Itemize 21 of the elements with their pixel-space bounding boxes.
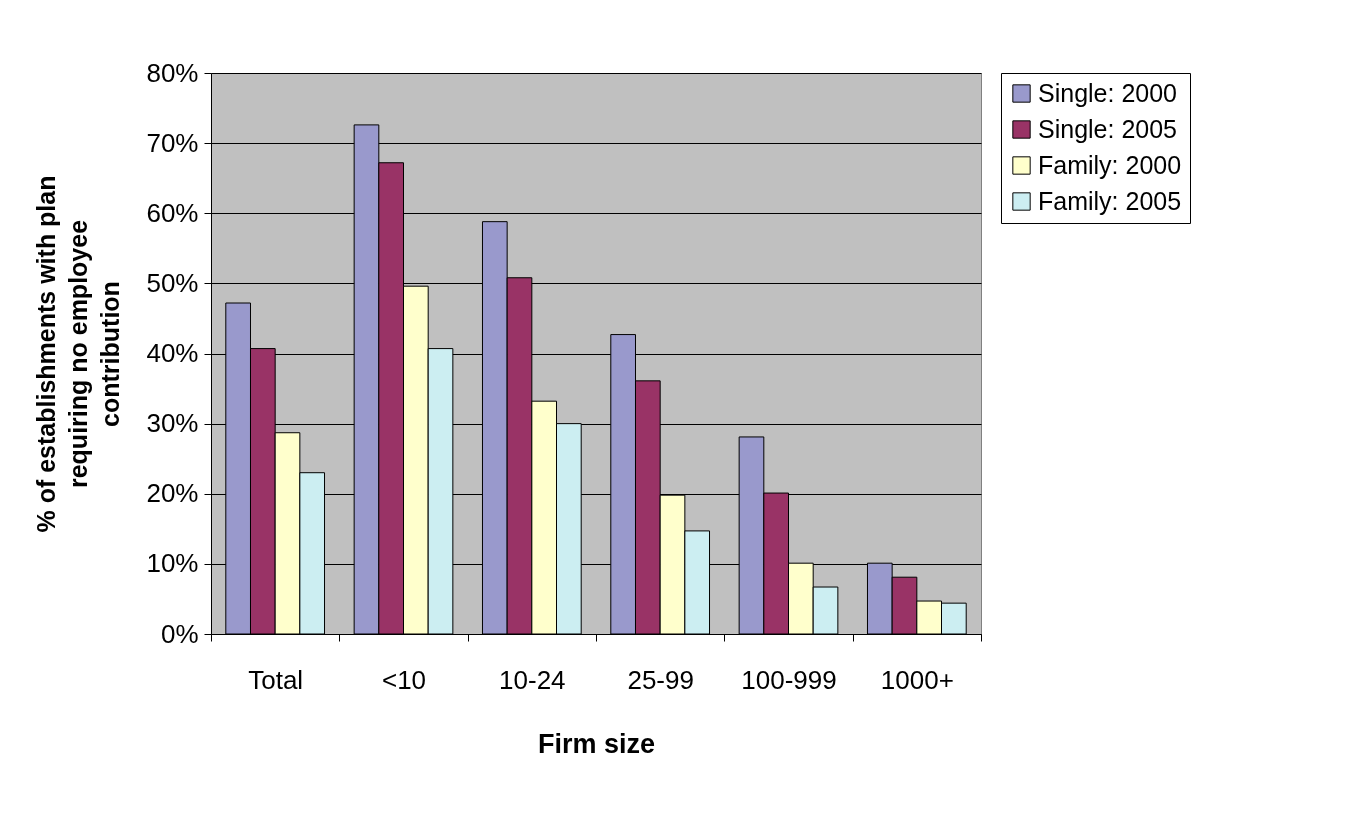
- legend-label: Family: 2005: [1038, 186, 1182, 215]
- x-tick-label: 100-999: [741, 664, 837, 695]
- y-axis-title: % of establishments with plan requiring no employee contribution: [32, 175, 125, 533]
- legend-label: Single: 2005: [1038, 114, 1178, 143]
- x-tick-label: Total: [248, 664, 304, 695]
- x-tick-label: <10: [381, 664, 427, 695]
- y-tick-label: 60%: [146, 197, 199, 228]
- y-tick-label: 50%: [146, 267, 199, 298]
- y-tick-label: 0%: [160, 618, 199, 649]
- y-tick-label: 30%: [146, 408, 199, 439]
- legend-label: Single: 2000: [1038, 78, 1178, 107]
- y-tick-label: 80%: [146, 57, 199, 88]
- x-tick-label: 1000+: [880, 664, 954, 695]
- y-tick-label: 40%: [146, 338, 199, 368]
- y-tick-label: 10%: [146, 548, 199, 579]
- x-axis-title: Firm size: [537, 728, 656, 759]
- legend-label: Family: 2000: [1038, 150, 1182, 179]
- x-tick-label: 25-99: [627, 664, 694, 695]
- x-tick-label: 10-24: [499, 664, 566, 695]
- y-tick-label: 70%: [146, 127, 199, 158]
- y-tick-label: 20%: [146, 478, 199, 509]
